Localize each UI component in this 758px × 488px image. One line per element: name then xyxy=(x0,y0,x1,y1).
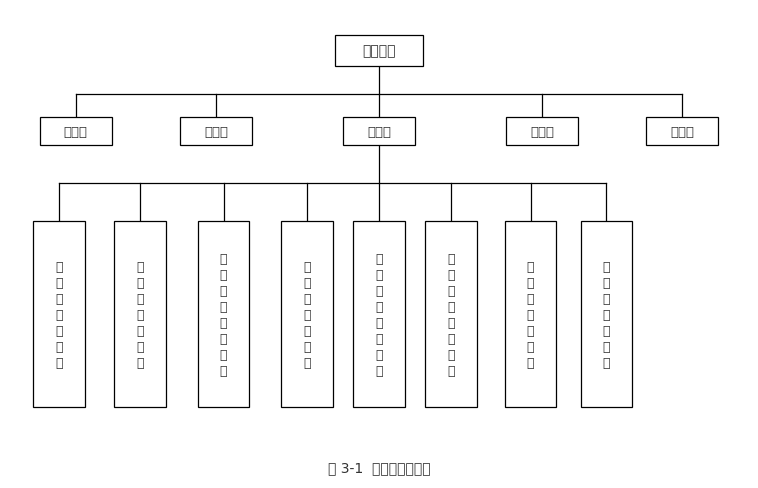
Bar xyxy=(353,222,405,407)
Text: 项目经理: 项目经理 xyxy=(362,44,396,58)
Bar xyxy=(198,222,249,407)
Text: 室
内
装
饰
施
工
队: 室 内 装 饰 施 工 队 xyxy=(603,261,610,369)
Bar xyxy=(343,118,415,146)
Bar xyxy=(581,222,632,407)
Bar xyxy=(425,222,477,407)
Bar xyxy=(335,36,423,66)
Text: 材料室: 材料室 xyxy=(367,125,391,138)
Text: 电
气
安
装
施
工
队: 电 气 安 装 施 工 队 xyxy=(136,261,144,369)
Bar xyxy=(180,118,252,146)
Text: 技术室: 技术室 xyxy=(64,125,88,138)
Bar xyxy=(281,222,333,407)
Bar xyxy=(39,118,112,146)
Text: 电
梯
安
装
施
工
队: 电 梯 安 装 施 工 队 xyxy=(55,261,63,369)
Text: 主
楼
外
装
分
包
单
位: 主 楼 外 装 分 包 单 位 xyxy=(447,252,455,377)
Bar xyxy=(646,118,719,146)
Text: 屋
面
工
程
施
工
队: 屋 面 工 程 施 工 队 xyxy=(527,261,534,369)
Text: 设
备
安
装
施
工
队: 设 备 安 装 施 工 队 xyxy=(303,261,311,369)
Bar xyxy=(33,222,85,407)
Text: 中
安
消
防
分
包
单
位: 中 安 消 防 分 包 单 位 xyxy=(220,252,227,377)
Text: 图 3-1  项目组织体系图: 图 3-1 项目组织体系图 xyxy=(327,461,431,474)
Bar xyxy=(506,118,578,146)
Text: 预算室: 预算室 xyxy=(204,125,228,138)
Text: 裙
楼
外
装
分
包
单
位: 裙 楼 外 装 分 包 单 位 xyxy=(375,252,383,377)
Text: 财务室: 财务室 xyxy=(530,125,554,138)
Bar xyxy=(114,222,166,407)
Bar xyxy=(505,222,556,407)
Text: 工程室: 工程室 xyxy=(670,125,694,138)
